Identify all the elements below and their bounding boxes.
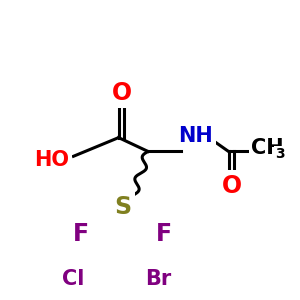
- Text: O: O: [221, 174, 242, 198]
- Text: 3: 3: [275, 146, 284, 161]
- Text: S: S: [114, 195, 131, 219]
- Text: Br: Br: [145, 269, 171, 290]
- Text: HO: HO: [34, 150, 69, 170]
- Text: F: F: [73, 222, 89, 246]
- Text: Cl: Cl: [62, 269, 85, 290]
- Text: NH: NH: [178, 125, 212, 146]
- Text: F: F: [156, 222, 172, 246]
- Text: O: O: [112, 81, 132, 105]
- Text: CH: CH: [251, 138, 284, 158]
